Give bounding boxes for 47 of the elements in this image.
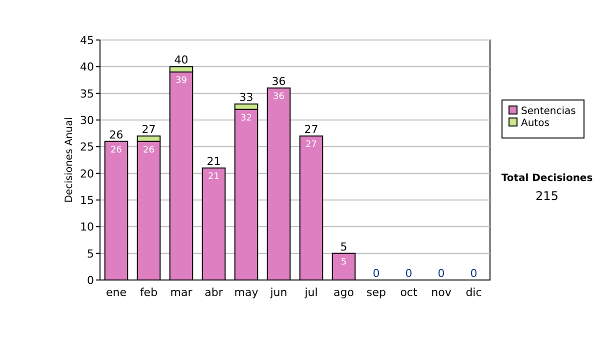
data-label: 36 (273, 92, 285, 102)
data-label: 27 (306, 140, 317, 150)
x-tick-label: ene (106, 286, 127, 299)
data-label: 26 (143, 145, 155, 156)
y-tick-label: 0 (87, 274, 94, 287)
total-label: 36 (272, 75, 286, 88)
total-label: 5 (340, 240, 348, 254)
total-label: 21 (206, 155, 221, 168)
total-label: 33 (239, 91, 254, 104)
total-label: 40 (174, 54, 188, 67)
y-axis-title: Decisiones Anual (64, 117, 75, 203)
y-tick-label: 10 (80, 220, 94, 234)
y-tick-label: 45 (80, 34, 94, 47)
data-label: 5 (340, 257, 347, 268)
y-tick-label: 30 (80, 114, 94, 127)
x-tick-label: jul (304, 286, 318, 299)
legend-label: Autos (521, 118, 550, 129)
x-tick-label: sep (366, 286, 386, 299)
total-label: 26 (109, 128, 124, 142)
data-label: 39 (176, 76, 188, 86)
y-tick-label: 5 (87, 247, 94, 260)
y-tick-label: 15 (80, 194, 94, 207)
x-tick-label: ago (334, 286, 354, 299)
x-tick-label: feb (140, 286, 158, 299)
x-tick-label: abr (204, 286, 224, 299)
y-tick-label: 20 (80, 167, 94, 180)
x-tick-label: oct (400, 286, 418, 299)
total-label: 0 (372, 267, 380, 280)
text: 215 (536, 189, 558, 203)
x-tick-label: nov (431, 286, 452, 299)
data-label: 32 (240, 113, 252, 124)
legend-label: Sentencias (521, 106, 576, 117)
x-tick-label: may (234, 286, 259, 299)
y-tick-label: 40 (80, 60, 94, 74)
total-label: 0 (405, 267, 412, 280)
x-tick-label: mar (170, 286, 193, 299)
x-tick-label: jun (269, 286, 288, 299)
y-tick-label: 35 (80, 87, 94, 100)
total-label: 0 (438, 267, 445, 280)
total-label: 0 (470, 267, 478, 280)
total-label: 27 (142, 123, 156, 136)
y-tick-label: 25 (80, 140, 94, 154)
x-tick-label: dic (466, 286, 482, 299)
data-label: 26 (110, 145, 122, 156)
total-label: 27 (304, 123, 318, 136)
text: Total Decisiones (501, 173, 593, 184)
data-label: 21 (208, 172, 220, 182)
